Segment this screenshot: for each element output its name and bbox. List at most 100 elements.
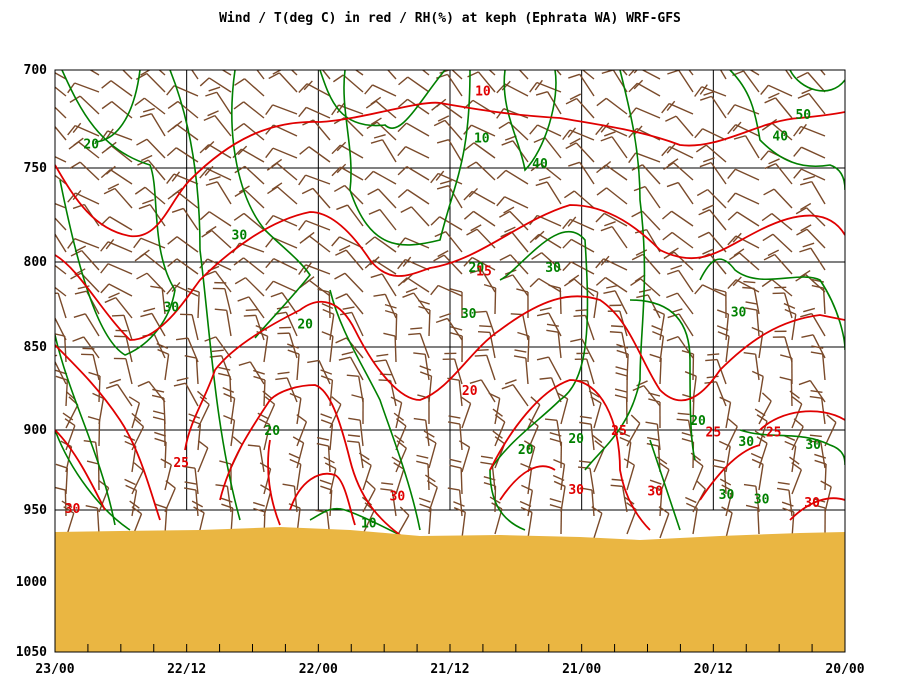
wind-barb	[579, 415, 595, 451]
rh-contour-label: 20	[297, 317, 313, 332]
wind-barb	[257, 412, 271, 451]
wind-barb	[516, 288, 529, 319]
wind-barb	[562, 127, 595, 141]
wind-barb	[663, 158, 694, 181]
wind-barb	[384, 303, 398, 341]
wind-barb	[265, 147, 298, 159]
rh-contour-label: 10	[361, 516, 377, 531]
wind-barb	[368, 208, 397, 231]
wind-barb	[628, 152, 661, 164]
wind-barb	[86, 460, 100, 491]
wind-barb	[719, 478, 733, 517]
wind-barb	[421, 70, 430, 76]
wind-barb	[488, 392, 501, 425]
wind-barb	[232, 145, 265, 163]
wind-barb	[151, 388, 166, 425]
wind-barb	[397, 256, 430, 271]
wind-barb	[154, 431, 167, 469]
wind-barb	[496, 196, 529, 209]
rh-contours	[55, 70, 845, 536]
wind-barb	[247, 444, 265, 473]
wind-barb	[55, 333, 67, 363]
rh-contour-line	[789, 70, 845, 92]
x-tick-label: 21/00	[562, 662, 601, 677]
rh-contour-label: 30	[805, 438, 821, 453]
terrain-fill	[55, 527, 845, 652]
wind-barb	[568, 161, 595, 185]
wind-barb	[465, 161, 496, 181]
wind-barb	[727, 232, 760, 249]
wind-barb	[469, 269, 496, 293]
wind-barb	[533, 136, 562, 159]
temperature-contour-line	[499, 465, 556, 501]
wind-barb	[513, 349, 529, 385]
wind-barb	[466, 224, 496, 249]
wind-barb	[113, 357, 133, 385]
rh-contour-line	[319, 70, 446, 129]
wind-barb	[628, 107, 661, 119]
rh-contour-label: 30	[461, 307, 477, 322]
temperature-contour-label: 15	[476, 265, 492, 280]
wind-barb	[527, 396, 541, 429]
wind-barb	[397, 189, 430, 205]
wind-barb	[100, 216, 133, 231]
wind-barb	[265, 237, 298, 249]
wind-barb	[167, 258, 199, 275]
y-tick-label: 1000	[16, 575, 47, 590]
wind-barb	[307, 359, 331, 385]
wind-barb	[270, 292, 298, 315]
x-tick-label: 20/12	[694, 662, 733, 677]
rh-contour-line	[59, 70, 176, 356]
wind-barb	[568, 73, 595, 97]
wind-barb	[743, 351, 760, 381]
wind-barb	[628, 70, 661, 80]
y-tick-label: 900	[24, 423, 48, 438]
rh-contour-label: 40	[532, 157, 548, 172]
wind-barb	[666, 292, 694, 315]
rh-contour-line	[503, 70, 557, 172]
wind-barb	[430, 170, 463, 185]
wind-barb	[562, 261, 595, 275]
wind-barb	[764, 92, 793, 119]
wind-barb	[316, 436, 331, 473]
wind-barb	[450, 326, 463, 363]
wind-barb	[408, 327, 430, 359]
wind-barb	[397, 122, 430, 137]
wind-barb	[365, 236, 397, 253]
wind-barb	[55, 71, 67, 80]
wind-barb	[618, 430, 632, 469]
wind-barb	[298, 106, 331, 119]
wind-barb	[335, 293, 364, 315]
wind-barb	[100, 128, 133, 142]
rh-contour-label: 30	[545, 261, 561, 276]
wind-barb	[171, 207, 199, 231]
temperature-contour-label: 30	[804, 496, 820, 511]
wind-barb	[103, 183, 133, 209]
wind-barb	[718, 440, 731, 473]
temperature-contour-line	[759, 410, 845, 431]
wind-barb	[649, 353, 662, 385]
wind-barb	[397, 237, 430, 249]
wind-barb	[548, 284, 562, 315]
temperature-contour-label: 25	[611, 424, 627, 439]
wind-barb	[727, 211, 760, 227]
temperature-contour-line	[55, 204, 845, 341]
wind-barb	[430, 216, 463, 231]
wind-barb	[265, 104, 298, 116]
wind-barb	[595, 255, 628, 271]
wind-barb	[658, 506, 670, 539]
wind-barb	[138, 199, 166, 227]
wind-barb	[237, 296, 265, 319]
wind-barb	[275, 371, 298, 403]
wind-barb	[400, 206, 430, 227]
wind-barb	[436, 139, 463, 163]
wind-barb	[447, 415, 463, 451]
wind-barb	[233, 101, 265, 119]
wind-barb	[797, 88, 826, 115]
wind-barb	[588, 390, 602, 429]
wind-barb	[565, 137, 595, 163]
wind-barb	[586, 286, 599, 319]
wind-barb	[595, 122, 628, 137]
